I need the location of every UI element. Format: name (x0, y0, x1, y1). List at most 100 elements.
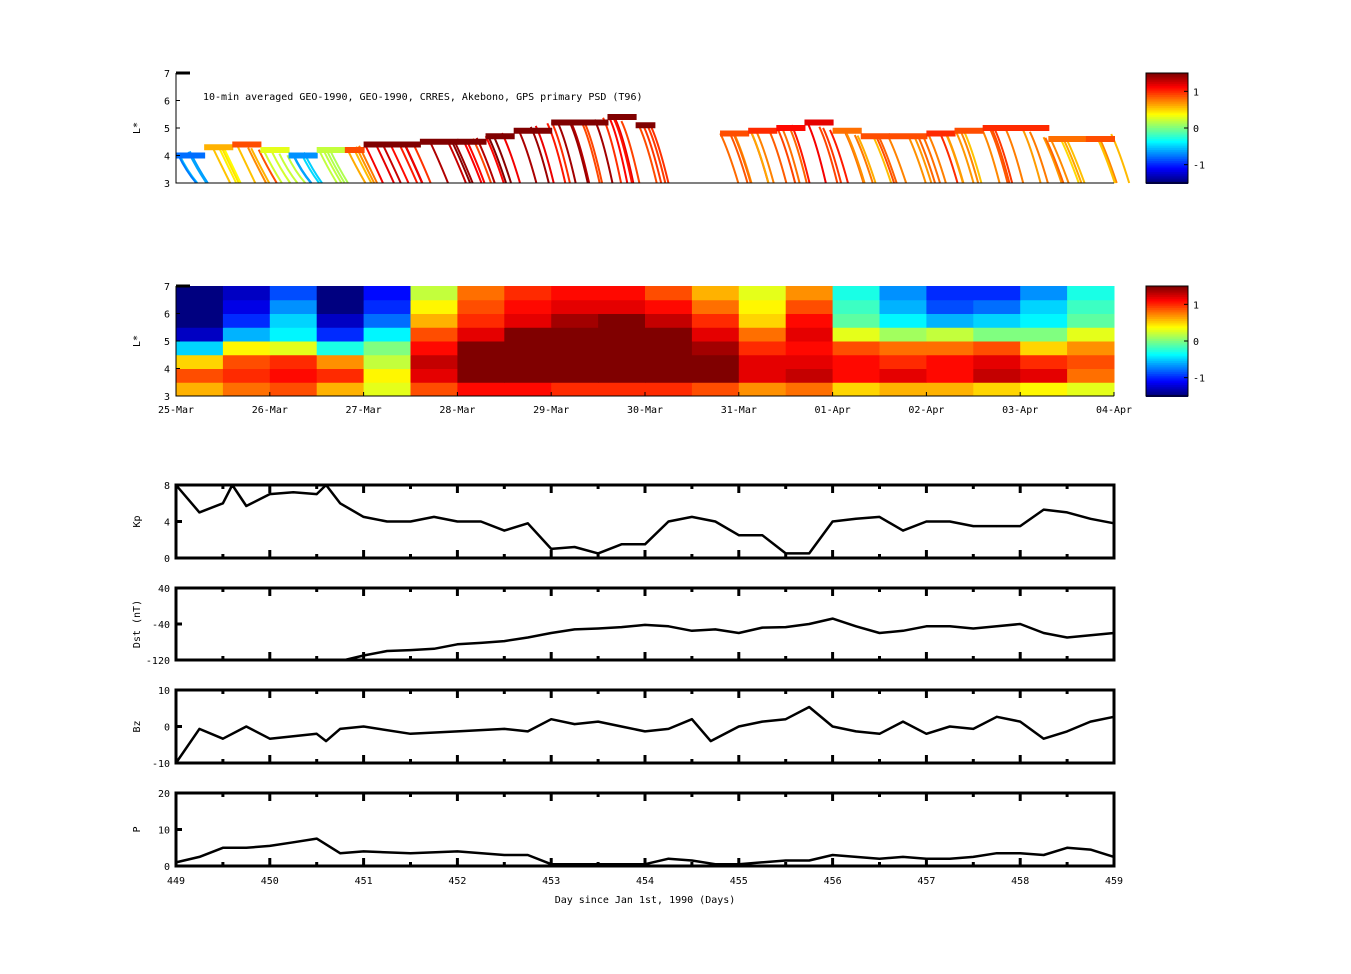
psd-arc (257, 149, 278, 184)
colorbar-cell (1146, 100, 1188, 104)
heatmap-cell (457, 382, 505, 397)
heatmap-cell (785, 286, 834, 301)
p-data-point (948, 857, 951, 860)
heatmap-cell (1067, 299, 1115, 314)
p-data-point (526, 854, 529, 857)
dst-data-point (925, 625, 928, 628)
colorbar-cell (1146, 375, 1188, 379)
heatmap-cell (785, 327, 834, 342)
heatmap-cell (691, 299, 740, 314)
colorbar-cell (1146, 286, 1188, 289)
heatmap-cell (176, 341, 224, 356)
colorbar-cell (1146, 148, 1188, 151)
heatmap-cell (973, 368, 1021, 383)
heatmap-cell (316, 286, 365, 301)
heatmap-cell (598, 382, 646, 397)
y-tick-label: 10 (158, 826, 170, 837)
kp-data-point (995, 525, 998, 528)
colorbar-cell (1146, 337, 1188, 341)
psd-trace-segment (419, 138, 459, 145)
heatmap-cell (832, 327, 880, 342)
kp-data-point (479, 520, 482, 523)
heatmap-cell (176, 286, 224, 301)
heatmap-cell (1020, 341, 1068, 356)
psd-arc (250, 147, 271, 184)
dst-data-point (901, 629, 904, 632)
bz-data-point (362, 725, 365, 728)
heatmap-cell (457, 341, 505, 356)
x-tick-label-day: 451 (355, 876, 373, 887)
psd-arc (501, 132, 521, 184)
heatmap-cell (410, 286, 458, 301)
psd-arc (247, 147, 267, 184)
kp-data-point (221, 502, 224, 505)
colorbar-cell (1146, 162, 1188, 166)
heatmap-cell (410, 354, 458, 369)
heatmap-cell (363, 299, 411, 314)
heatmap-cell (410, 313, 458, 328)
kp-data-point (386, 520, 389, 523)
heatmap-cell (457, 313, 505, 328)
heatmap-cell (926, 341, 974, 356)
heatmap-cell (691, 286, 740, 301)
dst-data-point (620, 626, 623, 629)
p-data-point (1089, 848, 1092, 851)
colorbar-cell (1146, 157, 1188, 161)
psd-trace-segment (635, 122, 656, 129)
heatmap-cell (645, 382, 693, 397)
heatmap-cell (222, 299, 271, 314)
colorbar-cell (1146, 372, 1188, 375)
heatmap-cell (879, 382, 927, 397)
colorbar-cell (1146, 300, 1188, 304)
colorbar-cell (1146, 117, 1188, 120)
kp-data-point (901, 529, 904, 532)
colorbar-cell (1146, 84, 1188, 87)
colorbar-cell (1146, 348, 1188, 352)
colorbar-cell (1146, 102, 1188, 106)
heatmap-cell (269, 299, 318, 314)
bz-data-point (526, 730, 529, 733)
kp-data-point (620, 543, 623, 546)
x-tick-label-date: 26-Mar (252, 405, 288, 416)
heatmap-cell (926, 313, 974, 328)
heatmap-cell (785, 382, 834, 397)
y-tick-label: 5 (164, 124, 170, 135)
psd-arc (429, 141, 449, 184)
colorbar-cell (1146, 335, 1188, 339)
colorbar-cell (1146, 330, 1188, 333)
colorbar-cell (1146, 164, 1188, 168)
heatmap-cell (1067, 341, 1115, 356)
heatmap-cell (176, 313, 224, 328)
bz-data-point (503, 727, 506, 730)
heatmap-cell (410, 382, 458, 397)
psd-trace-segment (204, 144, 234, 151)
p-data-point (1066, 846, 1069, 849)
psd-arc (608, 117, 629, 184)
heatmap-cell (316, 327, 365, 342)
heatmap-cell (1020, 382, 1068, 397)
colorbar-cell (1146, 368, 1188, 372)
psd-trace-segment (513, 127, 553, 134)
colorbar-cell (1146, 153, 1188, 157)
p-data-point (339, 852, 342, 855)
kp-data-point (526, 522, 529, 525)
psd-arc (649, 124, 670, 184)
axes-frame (174, 791, 1116, 868)
heatmap-cell (1067, 368, 1115, 383)
dst-data-point (597, 627, 600, 630)
heatmap-cell (832, 354, 880, 369)
heatmap-cell (457, 327, 505, 342)
bz-data-point (737, 725, 740, 728)
y-tick-label: 4 (164, 152, 170, 163)
heatmap-cell (316, 299, 365, 314)
kp-data-point (690, 515, 693, 518)
bz-data-point (784, 718, 787, 721)
x-tick-label-day: 459 (1105, 876, 1123, 887)
panel-title: 10-min averaged GEO-1990, GEO-1990, CRRE… (203, 92, 643, 103)
kp-data-point (268, 493, 271, 496)
kp-data-point (245, 504, 248, 507)
p-data-point (268, 844, 271, 847)
heatmap-cell (598, 286, 646, 301)
colorbar-cell (1146, 85, 1188, 89)
x-tick-label-day: 450 (261, 876, 279, 887)
